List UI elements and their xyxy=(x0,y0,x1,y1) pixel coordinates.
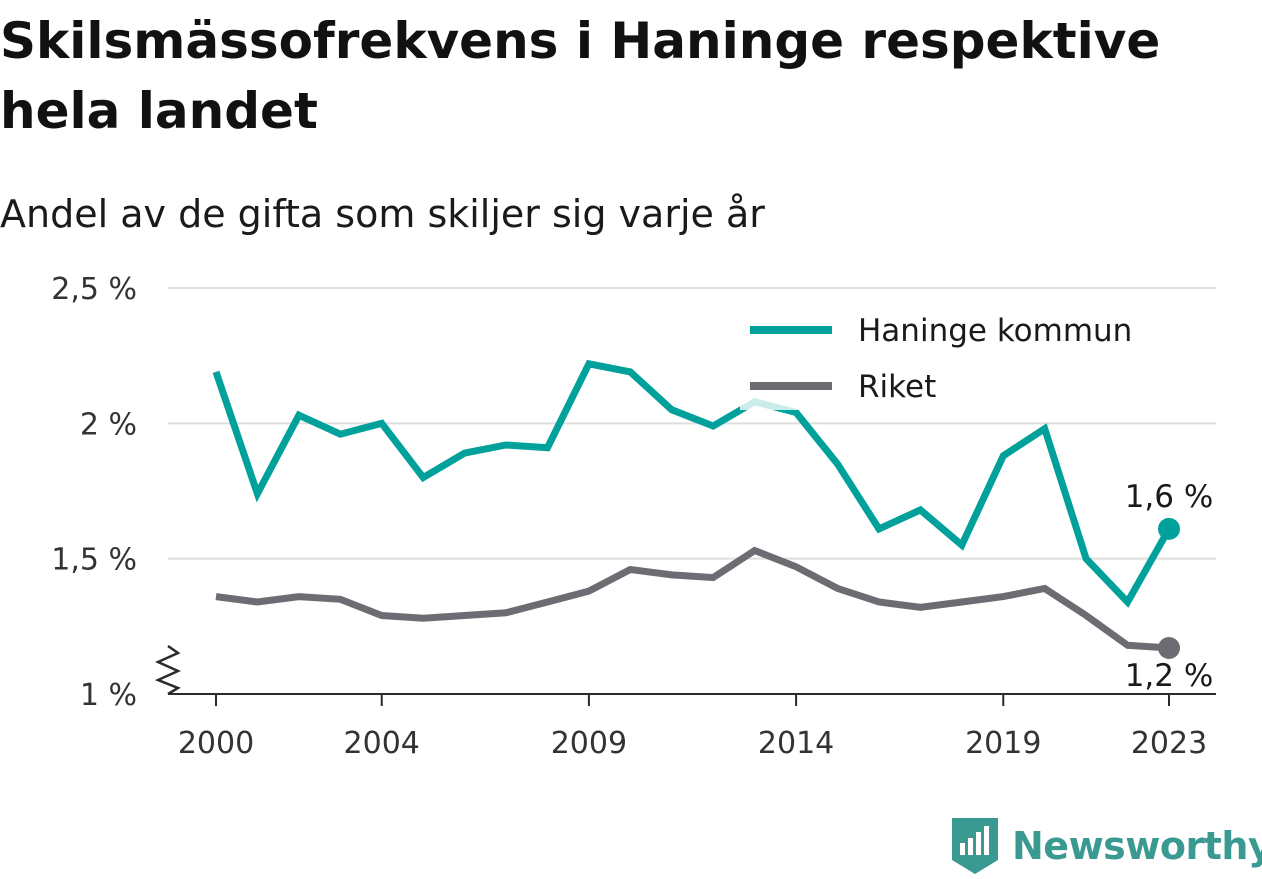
end-marker xyxy=(1158,636,1180,659)
brand-name: Newsworthy xyxy=(1012,824,1262,868)
x-tick-label: 2019 xyxy=(965,726,1041,761)
end-markers: 1,6 % 1,2 % xyxy=(1122,476,1217,697)
y-tick-label: 2 % xyxy=(80,407,137,442)
y-tick-label: 2,5 % xyxy=(51,272,137,307)
brand-logo: Newsworthy xyxy=(950,816,1262,876)
series-line-haninge-kommun xyxy=(212,359,1173,608)
x-tick-label: 2009 xyxy=(551,726,627,761)
gridlines xyxy=(168,287,1216,560)
series-lines xyxy=(212,359,1173,652)
legend-label: Haninge kommun xyxy=(858,313,1132,349)
x-tick-label: 2014 xyxy=(758,726,834,761)
y-axis-ticks: 1 % 1,5 % 2 % 2,5 % xyxy=(51,272,137,713)
end-value-label: 1,6 % xyxy=(1125,479,1214,515)
x-tick-label: 2000 xyxy=(178,726,254,761)
y-tick-label: 1 % xyxy=(80,678,137,713)
x-axis: 2000 2004 2009 2014 2019 2023 xyxy=(154,644,1216,761)
axis-break-icon xyxy=(154,644,182,696)
legend-label: Riket xyxy=(858,369,936,405)
end-marker xyxy=(1158,517,1180,540)
chart-subtitle: Andel av de gifta som skiljer sig varje … xyxy=(0,192,765,236)
legend: Haninge kommun Riket xyxy=(740,304,1200,410)
chart-title: Skilsmässofrekvens i Haninge respektive … xyxy=(0,12,1161,140)
series-line-riket xyxy=(215,546,1170,652)
x-tick-label: 2004 xyxy=(344,726,420,761)
end-value-label: 1,2 % xyxy=(1125,658,1214,694)
x-tick-label: 2023 xyxy=(1131,726,1207,761)
y-tick-label: 1,5 % xyxy=(51,543,137,578)
newsworthy-logo-icon xyxy=(952,818,998,874)
